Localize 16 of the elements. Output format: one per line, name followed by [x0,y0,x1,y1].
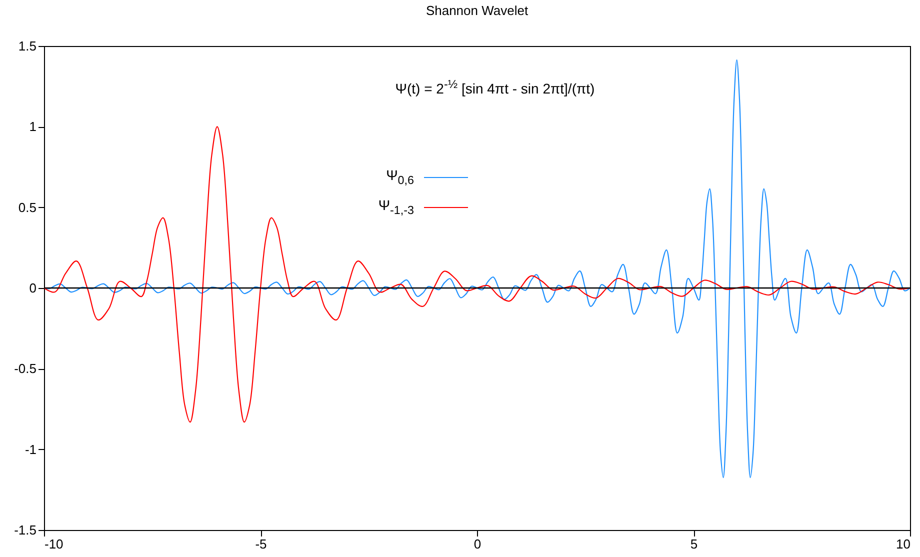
y-tick-label: -0.5 [14,361,36,376]
x-tick-label: -10 [44,536,64,552]
y-tick-label: 0 [29,280,36,296]
y-tick-label: -1.5 [14,522,36,538]
y-tick-label: -1 [24,442,36,457]
chart-title: Shannon Wavelet [426,3,528,18]
y-tick-label: 1.5 [18,38,36,54]
legend-label: Ψ$_{0,6}$ [386,167,414,187]
y-tick-label: 1 [29,119,36,134]
x-tick-label: 10 [896,536,910,552]
x-tick-label: 0 [474,536,482,552]
x-tick-label: -5 [255,536,267,552]
y-tick-label: 0.5 [18,200,36,215]
annotation: Ψ(t) = 2$^{-½}$ [sin 4πt - sin 2πt]/(πt) [395,78,595,97]
x-tick-label: 5 [690,536,698,552]
legend-label: Ψ$_{-1,-3}$ [378,197,414,217]
